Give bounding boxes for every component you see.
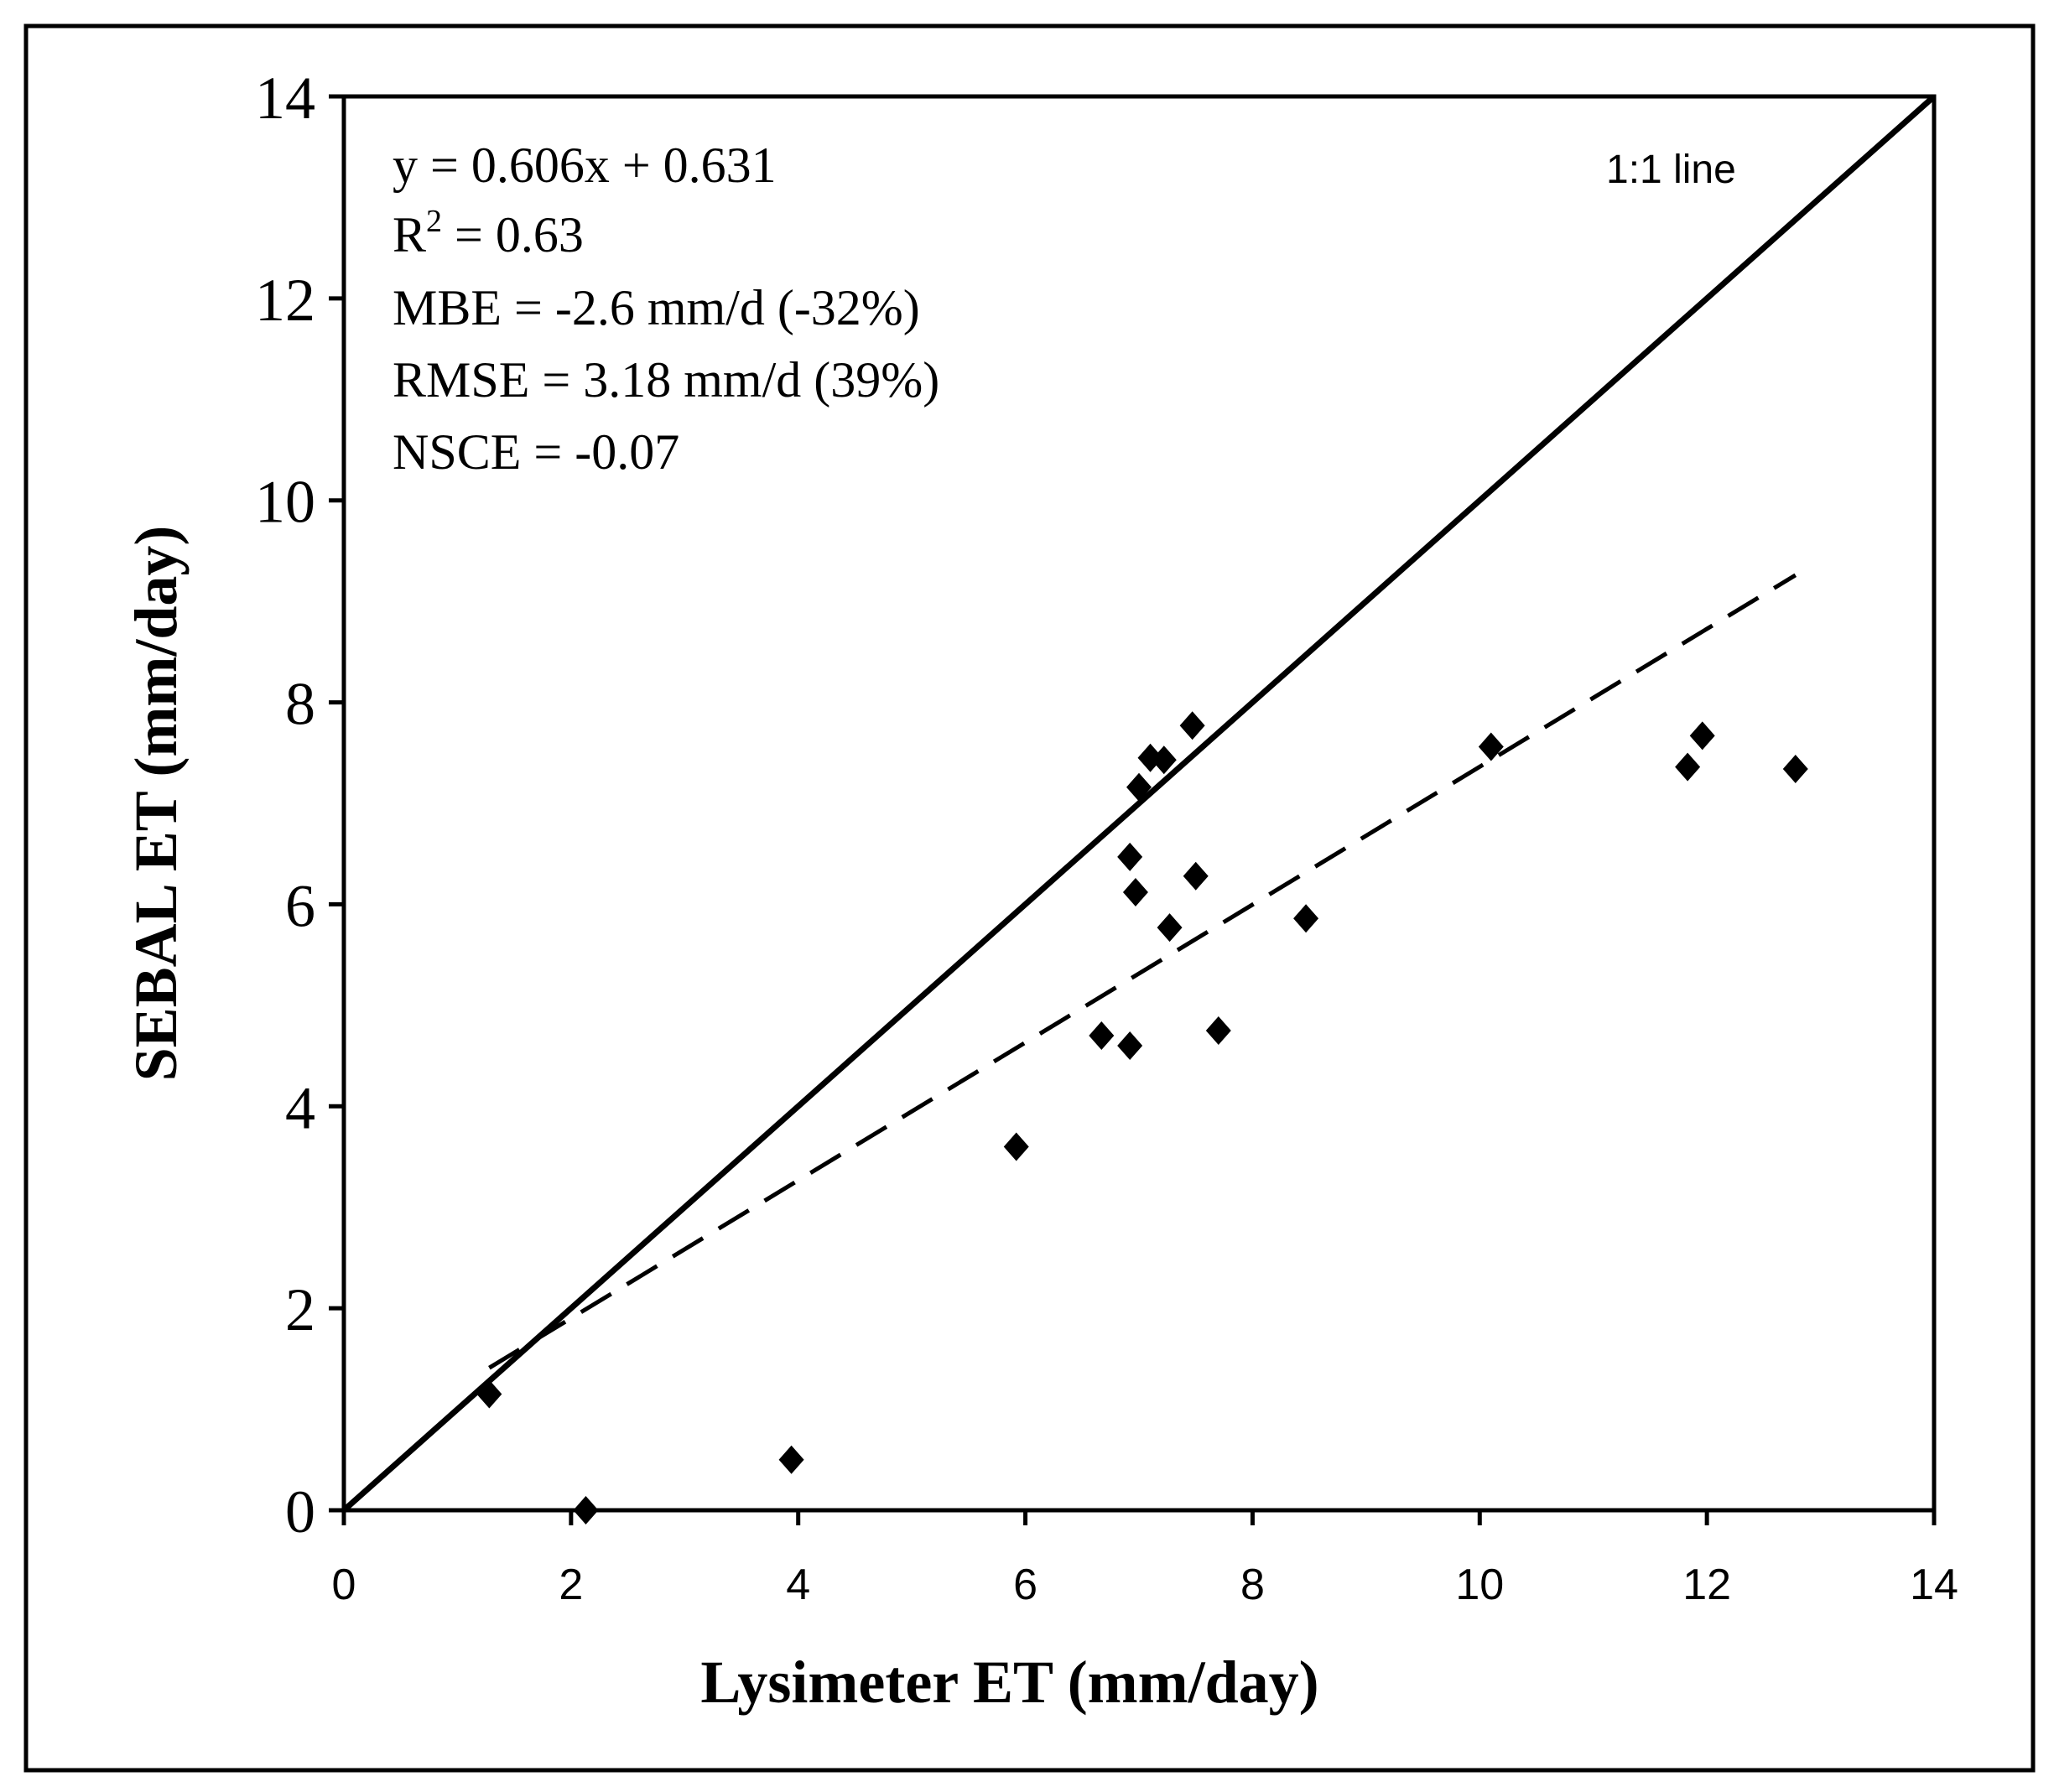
y-axis-label: SEBAL ET (mm/day) — [122, 526, 190, 1082]
data-point — [1126, 772, 1152, 802]
data-point — [573, 1496, 599, 1524]
data-point — [1003, 1132, 1029, 1161]
data-point — [476, 1379, 502, 1409]
one-to-one-line — [341, 94, 1937, 1513]
x-axis-ticks: 0 2 4 6 8 10 12 14 — [332, 1510, 1958, 1609]
y-tick-label: 6 — [285, 872, 315, 939]
data-point — [1675, 752, 1701, 782]
data-point — [1089, 1021, 1115, 1050]
y-axis-ticks: 0 2 4 6 8 10 12 14 — [255, 65, 344, 1545]
plot-area — [341, 94, 1937, 1513]
y-tick-label: 14 — [255, 65, 315, 132]
data-point — [1151, 745, 1177, 775]
x-tick-label: 8 — [1240, 1561, 1265, 1609]
x-tick-label: 2 — [559, 1561, 583, 1609]
y-tick-label: 8 — [285, 671, 315, 738]
regression-line — [488, 573, 1797, 1370]
r-squared-annotation: R2 = 0.63 — [393, 204, 584, 262]
nsce-annotation: NSCE = -0.07 — [393, 424, 679, 480]
data-points — [476, 711, 1808, 1524]
data-point — [1122, 877, 1148, 906]
data-point — [1179, 711, 1205, 740]
data-point — [1689, 721, 1715, 751]
data-point — [1478, 732, 1504, 761]
y-tick-label: 0 — [285, 1478, 315, 1545]
data-point — [1293, 904, 1319, 933]
x-tick-label: 12 — [1682, 1561, 1731, 1609]
x-tick-label: 0 — [332, 1561, 356, 1609]
data-point — [778, 1445, 804, 1474]
data-point — [1782, 755, 1808, 784]
y-tick-label: 12 — [255, 267, 315, 334]
x-tick-label: 4 — [786, 1561, 810, 1609]
x-tick-label: 14 — [1910, 1561, 1958, 1609]
data-point — [1117, 842, 1143, 871]
data-point — [1183, 861, 1209, 891]
y-tick-label: 2 — [285, 1276, 315, 1343]
outer-frame — [23, 23, 2036, 1773]
data-point — [1205, 1015, 1231, 1045]
x-tick-label: 6 — [1013, 1561, 1037, 1609]
mbe-annotation: MBE = -2.6 mm/d (-32%) — [393, 280, 920, 335]
x-axis-label: Lysimeter ET (mm/day) — [700, 1649, 1318, 1716]
y-tick-label: 10 — [255, 469, 315, 536]
r-squared-superscript: 2 — [426, 204, 442, 239]
data-point — [1157, 913, 1183, 943]
x-tick-label: 10 — [1455, 1561, 1504, 1609]
one-to-one-label: 1:1 line — [1606, 148, 1736, 192]
data-point — [1117, 1031, 1143, 1061]
y-tick-label: 4 — [285, 1074, 315, 1141]
equation-annotation: y = 0.606x + 0.631 — [393, 138, 777, 193]
rmse-annotation: RMSE = 3.18 mm/d (39%) — [393, 352, 939, 408]
r-squared-label: R — [393, 207, 426, 262]
r-squared-value: = 0.63 — [442, 207, 584, 262]
